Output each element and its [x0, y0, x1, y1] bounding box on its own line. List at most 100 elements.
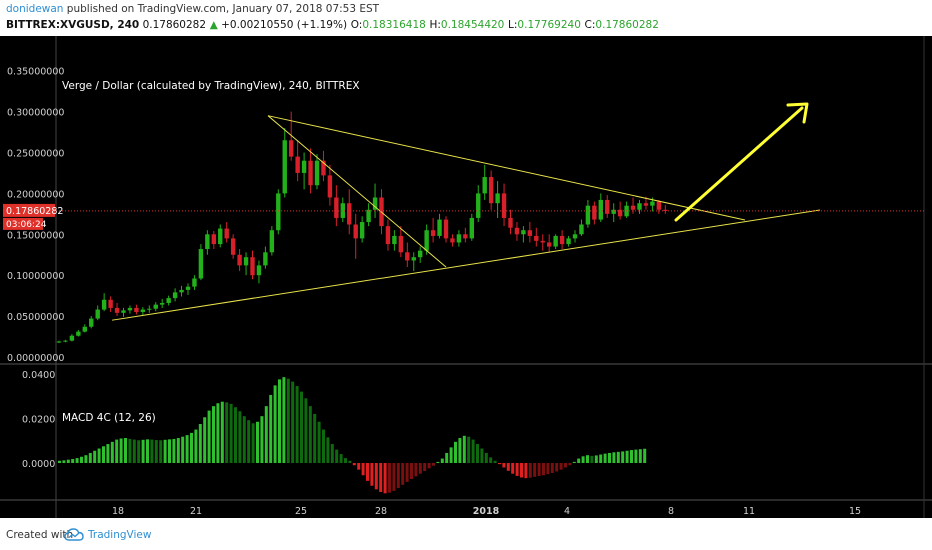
candle-body: [121, 310, 126, 313]
macd-bar: [273, 385, 277, 463]
time-tick-label: 4: [564, 506, 570, 517]
candle-body: [637, 203, 642, 210]
macd-bar: [62, 460, 66, 463]
open-label: O:: [350, 19, 363, 31]
macd-bar: [621, 451, 625, 463]
macd-bar: [247, 420, 251, 463]
macd-bar: [484, 452, 488, 463]
candle-body: [630, 205, 636, 210]
macd-bar: [577, 458, 581, 463]
macd-bar: [414, 463, 418, 477]
candle-body: [540, 240, 545, 243]
macd-bar: [80, 456, 83, 463]
macd-bar: [515, 463, 519, 476]
candle-body: [521, 230, 526, 235]
macd-histogram: [58, 377, 647, 494]
macd-bar: [427, 463, 431, 469]
trendline[interactable]: [267, 115, 447, 268]
macd-bar: [625, 450, 629, 463]
macd-bar: [132, 439, 136, 463]
macd-bar: [634, 449, 638, 463]
macd-bar: [207, 410, 211, 463]
candle-body: [411, 257, 416, 261]
chart-header: donidewan published on TradingView.com, …: [0, 0, 932, 36]
candle-body: [218, 228, 223, 245]
macd-bar: [370, 463, 374, 486]
candle-body: [353, 224, 358, 239]
arrow-shaft: [674, 106, 804, 222]
macd-bar: [388, 463, 391, 493]
projection-arrow[interactable]: [674, 102, 809, 222]
macd-bar: [154, 440, 158, 463]
candle-body: [198, 249, 204, 279]
ticker-symbol[interactable]: BITTREX:XVGUSD, 240: [6, 19, 140, 31]
macd-title[interactable]: MACD 4C (12, 26): [62, 412, 156, 424]
macd-bar: [449, 447, 453, 463]
macd-bar: [115, 439, 119, 463]
macd-bar: [471, 439, 475, 463]
macd-bar: [379, 463, 383, 492]
high-value: 0.18454420: [440, 19, 505, 31]
time-axis-labels[interactable]: 18 21 25 28 2018 4 8 11 15: [112, 506, 861, 517]
price-axis-labels[interactable]: 0.35000000 0.30000000 0.25000000 0.20000000…: [7, 67, 64, 364]
macd-axis-labels[interactable]: 0.0400 0.0200 0.0000: [22, 370, 55, 470]
candle-body: [385, 226, 391, 245]
candle-body: [547, 242, 552, 247]
candle-body: [559, 235, 565, 245]
candle-body: [295, 156, 300, 173]
candle-body: [566, 238, 571, 245]
macd-bar: [366, 463, 369, 481]
macd-bar: [106, 444, 110, 463]
macd-tick-label: 0.0000: [22, 459, 55, 470]
time-tick-label: 15: [849, 506, 861, 517]
macd-bar: [361, 463, 365, 476]
macd-bar: [630, 450, 633, 463]
chart-title[interactable]: Verge / Dollar (calculated by TradingVie…: [62, 80, 360, 92]
macd-bar: [511, 463, 515, 474]
candle-body: [508, 217, 513, 228]
candle-body: [443, 219, 449, 239]
candle-body: [398, 235, 404, 253]
macd-bar: [572, 461, 576, 463]
candle-body: [553, 235, 558, 247]
tradingview-brand[interactable]: TradingView: [88, 529, 152, 541]
macd-bar: [286, 378, 290, 463]
candle-body: [69, 335, 75, 341]
macd-bar: [586, 455, 589, 463]
macd-bar: [581, 456, 585, 463]
macd-bar: [300, 391, 303, 463]
trendline[interactable]: [267, 115, 746, 221]
macd-bar: [146, 439, 149, 463]
macd-bar: [608, 452, 611, 463]
author-link[interactable]: donidewan: [6, 3, 64, 15]
macd-bar: [432, 463, 435, 466]
candle-body: [656, 201, 662, 210]
candle-body: [347, 203, 352, 225]
macd-bar: [110, 441, 114, 463]
chart-area[interactable]: 0.35000000 0.30000000 0.25000000 0.20000000…: [0, 36, 932, 518]
macd-bar: [638, 449, 642, 463]
macd-bar: [489, 457, 493, 463]
trendlines[interactable]: [111, 115, 821, 321]
candle-body: [469, 217, 474, 239]
trendline[interactable]: [111, 209, 821, 321]
candle-body: [153, 304, 158, 309]
macd-bar: [603, 453, 607, 463]
macd-bar: [71, 458, 75, 463]
tradingview-cloud-icon[interactable]: [64, 528, 84, 542]
chart-canvas[interactable]: 0.35000000 0.30000000 0.25000000 0.20000000…: [0, 36, 932, 518]
candle-body: [482, 177, 487, 194]
macd-bar: [313, 413, 317, 463]
macd-bar: [423, 463, 427, 472]
macd-bar: [405, 463, 409, 482]
macd-bar: [396, 463, 400, 488]
macd-bar: [502, 463, 506, 468]
candle-body: [527, 230, 533, 236]
candle-body: [250, 257, 255, 276]
macd-bar: [203, 417, 207, 463]
macd-bar: [440, 458, 444, 463]
candle-body: [140, 309, 146, 313]
macd-bar: [555, 463, 559, 472]
candle-body: [340, 203, 345, 218]
candle-body: [308, 160, 313, 186]
